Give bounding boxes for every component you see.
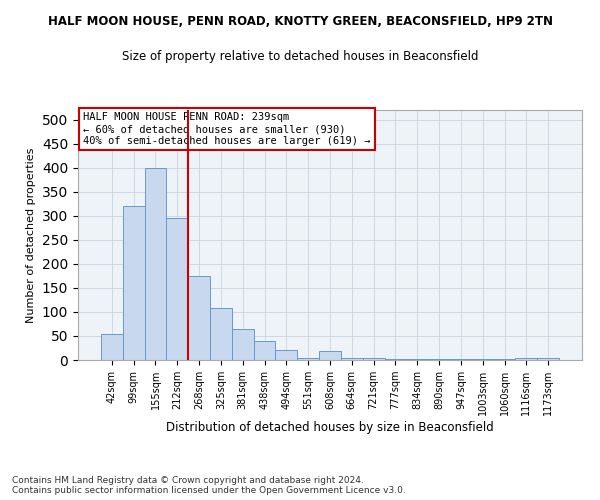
Text: Size of property relative to detached houses in Beaconsfield: Size of property relative to detached ho… (122, 50, 478, 63)
Bar (275, 350, 297, 360)
Bar (363, 358, 385, 360)
Bar (537, 358, 559, 360)
Bar (232, 329, 254, 360)
Text: HALF MOON HOUSE, PENN ROAD, KNOTTY GREEN, BEACONSFIELD, HP9 2TN: HALF MOON HOUSE, PENN ROAD, KNOTTY GREEN… (47, 15, 553, 28)
Text: HALF MOON HOUSE PENN ROAD: 239sqm
← 60% of detached houses are smaller (930)
40%: HALF MOON HOUSE PENN ROAD: 239sqm ← 60% … (83, 112, 371, 146)
Bar (385, 358, 406, 360)
Bar (472, 358, 494, 360)
Bar (428, 358, 450, 360)
Y-axis label: Number of detached properties: Number of detached properties (26, 148, 37, 322)
Bar (515, 358, 537, 360)
Bar (297, 358, 319, 360)
Bar (319, 352, 341, 360)
Bar (210, 308, 232, 360)
Text: Contains HM Land Registry data © Crown copyright and database right 2024.
Contai: Contains HM Land Registry data © Crown c… (12, 476, 406, 495)
Bar (450, 358, 472, 360)
Bar (145, 168, 166, 360)
Bar (494, 358, 515, 360)
Bar (101, 334, 123, 360)
Bar (254, 341, 275, 360)
Bar (123, 206, 145, 360)
Bar (188, 276, 210, 360)
Bar (406, 358, 428, 360)
Bar (166, 218, 188, 360)
Bar (341, 358, 363, 360)
X-axis label: Distribution of detached houses by size in Beaconsfield: Distribution of detached houses by size … (166, 420, 494, 434)
